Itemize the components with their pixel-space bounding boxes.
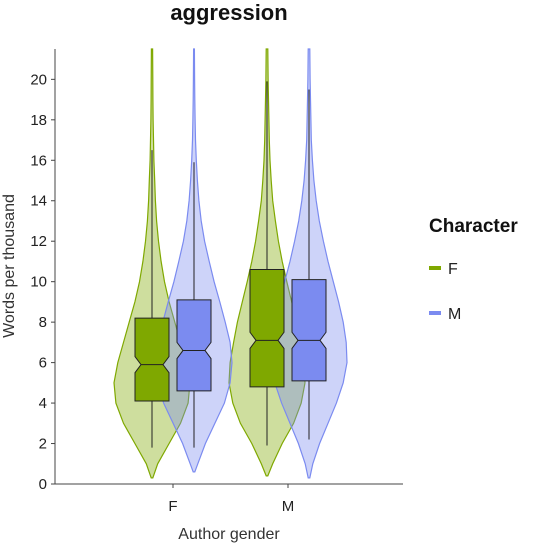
- x-tick-label: F: [168, 498, 177, 515]
- y-tick-label: 8: [39, 314, 47, 331]
- y-tick-label: 12: [30, 233, 47, 250]
- legend-label-F: F: [448, 261, 458, 278]
- legend-label-M: M: [448, 306, 461, 323]
- box-M-F: [176, 299, 212, 392]
- x-axis-label: Author gender: [178, 526, 280, 543]
- y-tick-label: 14: [30, 193, 47, 210]
- y-ticks: 0 2 4 6 8 10 12 14 16 18 20: [30, 71, 55, 493]
- chart-title: aggression: [170, 0, 287, 25]
- box-F-M: [249, 269, 285, 388]
- box-M-M: [291, 279, 327, 382]
- boxes-layer: [134, 81, 327, 448]
- y-tick-label: 10: [30, 274, 47, 291]
- legend-title: Character: [429, 216, 518, 237]
- y-tick-label: 2: [39, 436, 47, 453]
- y-axis-label: Words per thousand: [1, 194, 18, 338]
- axes-layer: [54, 49, 403, 485]
- box-F-F: [134, 317, 170, 402]
- violins-layer: [113, 48, 348, 479]
- y-tick-label: 20: [30, 71, 47, 88]
- y-tick-label: 16: [30, 152, 47, 169]
- x-tick-label: M: [282, 498, 295, 515]
- y-tick-label: 18: [30, 112, 47, 129]
- legend: Character F M: [429, 216, 518, 323]
- y-tick-label: 6: [39, 355, 47, 372]
- y-tick-label: 4: [39, 395, 47, 412]
- y-tick-label: 0: [39, 476, 47, 493]
